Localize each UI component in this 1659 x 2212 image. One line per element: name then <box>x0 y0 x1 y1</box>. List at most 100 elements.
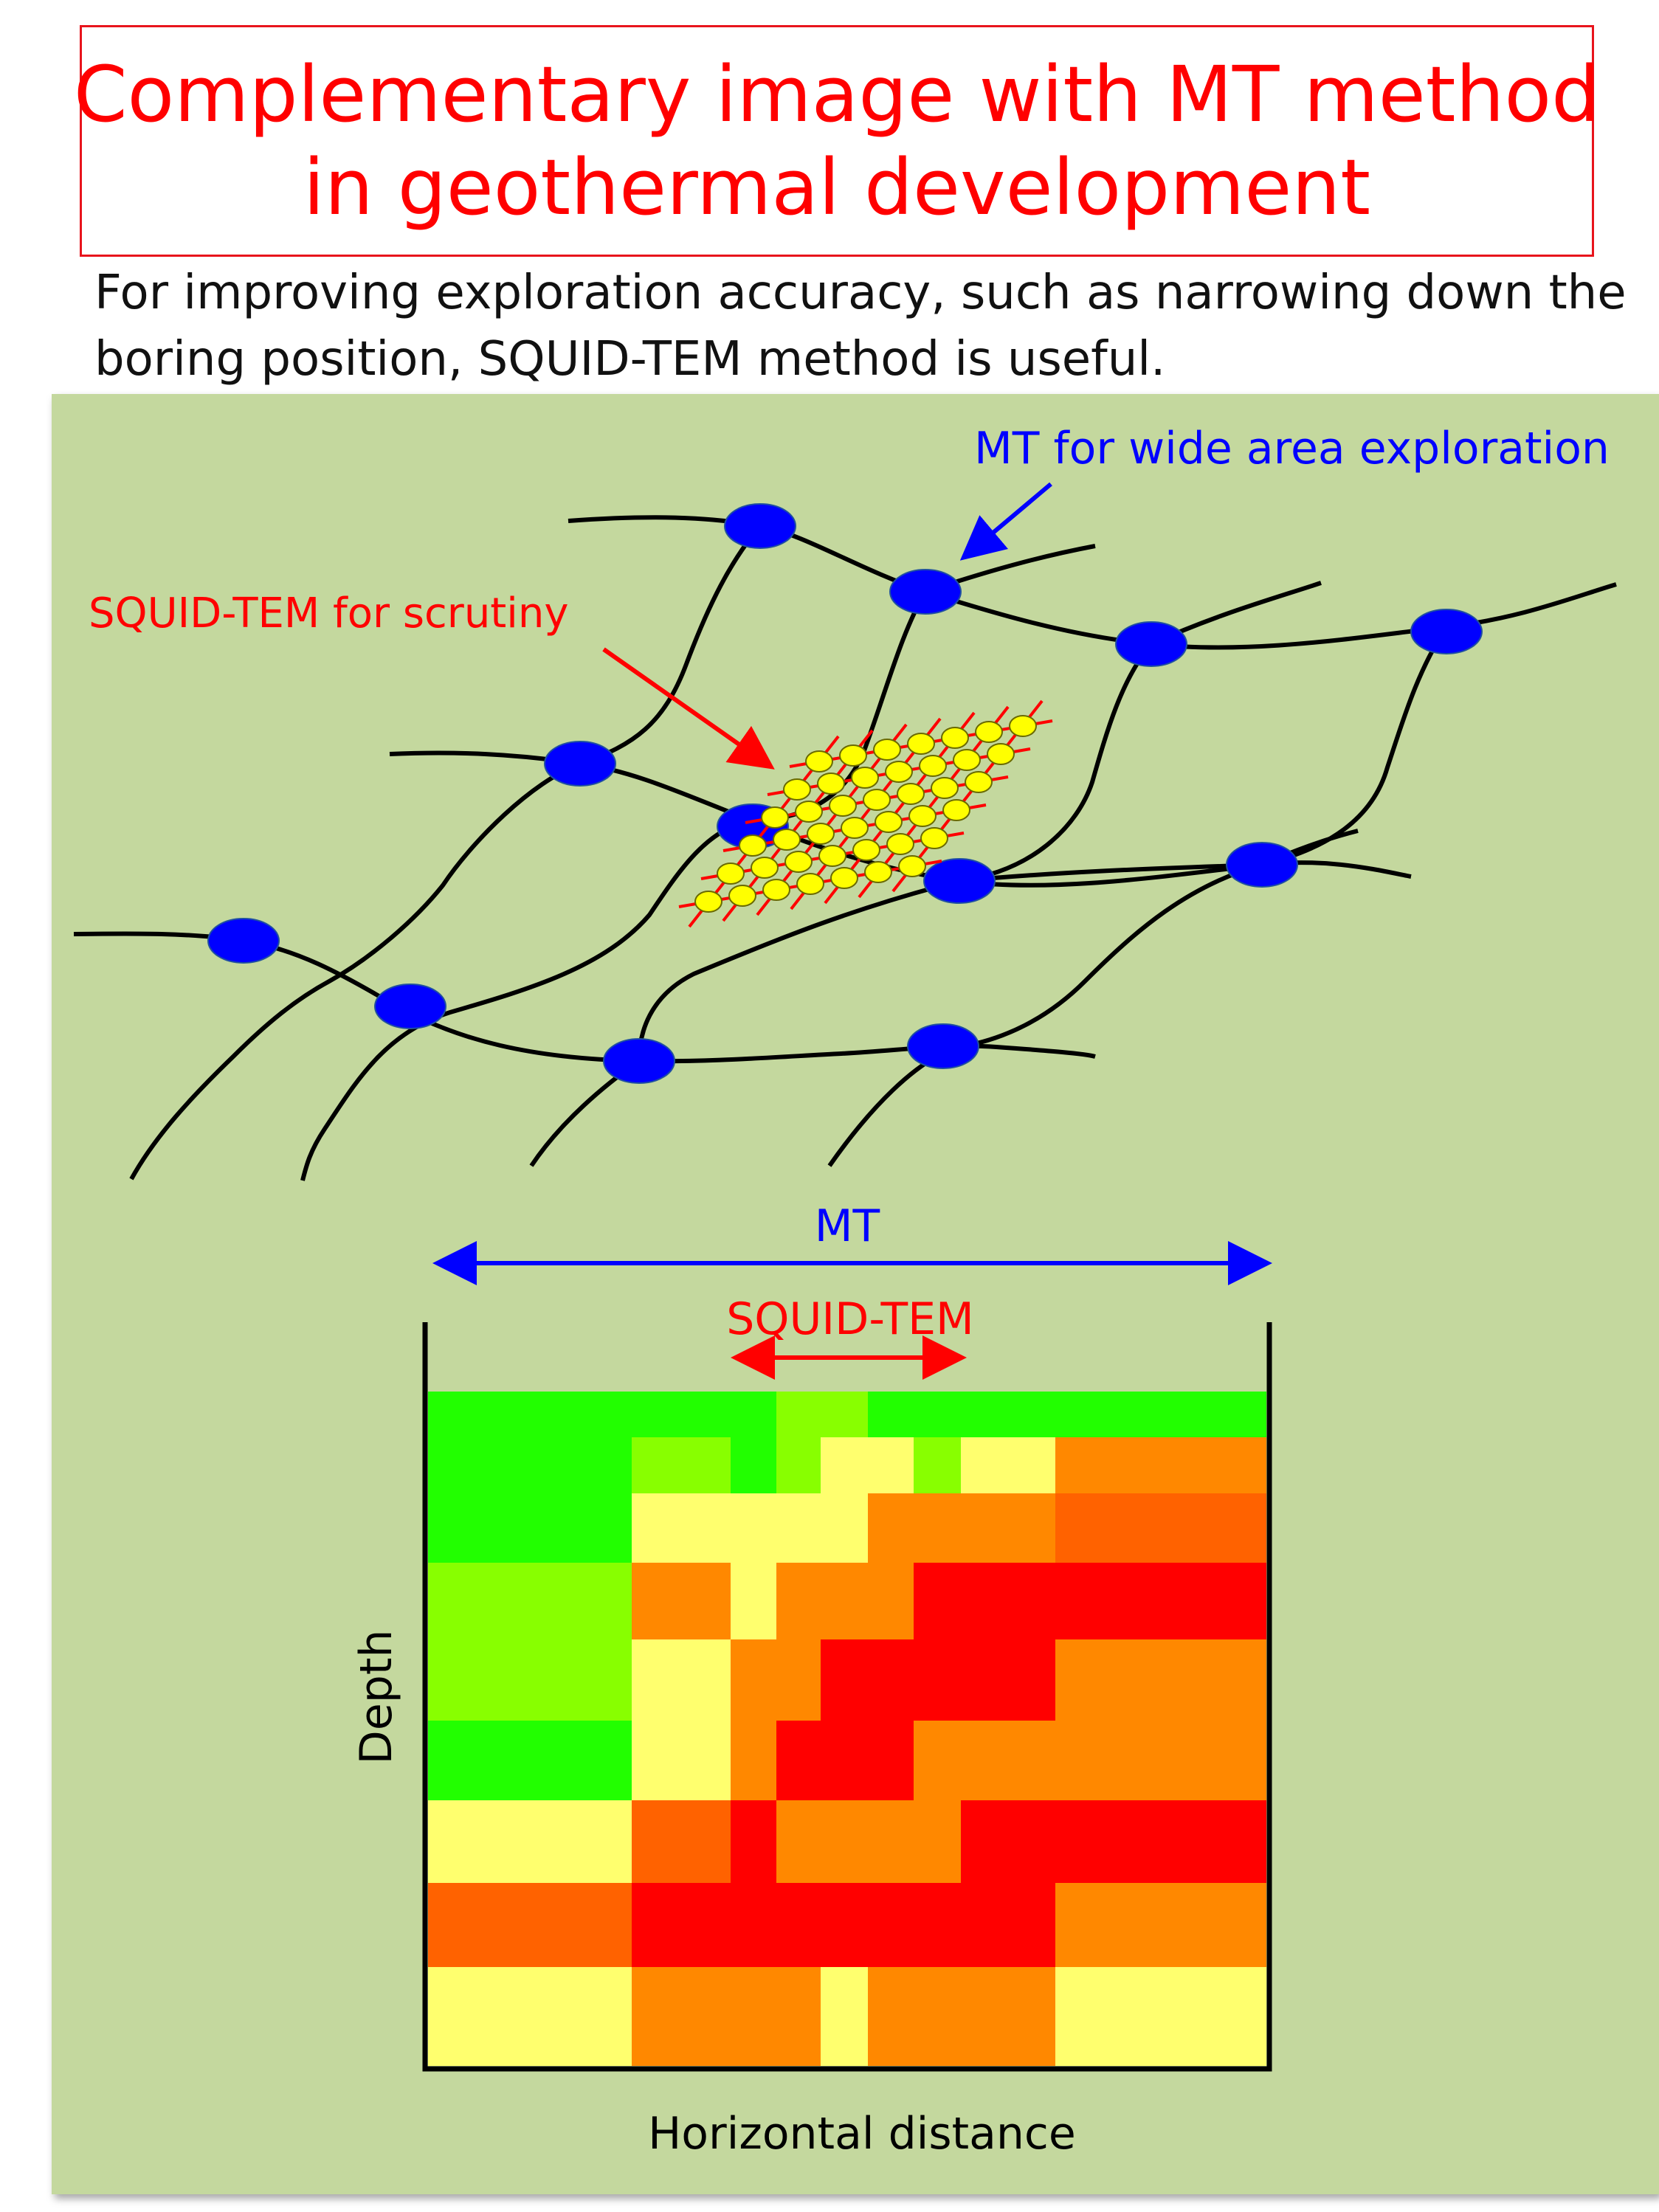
resistivity-cell <box>428 1883 632 1967</box>
squid-station <box>919 755 947 777</box>
subtitle-line-1: For improving exploration accuracy, such… <box>94 266 1627 320</box>
mt-station-5 <box>544 741 616 787</box>
resistivity-cell <box>868 1437 914 1493</box>
resistivity-cell <box>914 1639 961 1721</box>
resistivity-cell <box>428 1392 632 1437</box>
squid-station <box>931 777 959 799</box>
resistivity-cell <box>428 1721 632 1800</box>
resistivity-cell <box>428 1639 632 1721</box>
squid-station <box>873 739 901 761</box>
resistivity-cell <box>632 1392 731 1437</box>
squid-station <box>852 839 880 861</box>
resistivity-cell <box>961 1437 1055 1493</box>
subtitle: For improving exploration accuracy, such… <box>94 260 1629 393</box>
resistivity-cell <box>731 1800 776 1883</box>
resistivity-cell <box>821 1563 868 1639</box>
squid-station <box>796 873 824 895</box>
resistivity-cell <box>961 1967 1055 2066</box>
resistivity-cell <box>731 1639 776 1721</box>
resistivity-cell <box>961 1563 1055 1639</box>
resistivity-cell <box>961 1800 1055 1883</box>
resistivity-cell <box>914 1563 961 1639</box>
resistivity-cell <box>776 1883 821 1967</box>
mt-line-col-2 <box>300 590 928 1181</box>
resistivity-cell <box>1055 1967 1266 2066</box>
mt-station-9 <box>207 918 280 964</box>
squid-station <box>717 863 745 885</box>
resistivity-cell <box>961 1883 1055 1967</box>
resistivity-cell <box>776 1437 821 1493</box>
arrow-mt-wide <box>959 482 1052 561</box>
label-squid-range: SQUID-TEM <box>726 1293 974 1345</box>
squid-station <box>975 721 1003 743</box>
squid-station <box>830 867 858 889</box>
label-squid-scrutiny: SQUID-TEM for scrutiny <box>89 590 568 637</box>
resistivity-cell <box>868 1721 914 1800</box>
resistivity-cell <box>821 1639 868 1721</box>
squid-station <box>886 833 914 855</box>
resistivity-cell <box>731 1437 776 1493</box>
resistivity-cell <box>868 1563 914 1639</box>
resistivity-cell <box>776 1721 821 1800</box>
squid-station <box>885 761 913 783</box>
mt-line-col-4 <box>827 626 1449 1167</box>
resistivity-cell <box>632 1967 731 2066</box>
resistivity-cell <box>632 1563 731 1639</box>
mt-station-2 <box>889 569 962 615</box>
resistivity-cell <box>961 1392 1055 1437</box>
squid-station <box>783 778 811 801</box>
squid-station <box>1009 715 1037 737</box>
squid-station <box>761 806 789 829</box>
mt-station-4 <box>1410 609 1483 654</box>
resistivity-cell <box>428 1437 632 1493</box>
label-depth-axis: Depth <box>351 1630 402 1765</box>
mt-stations <box>207 503 1483 1084</box>
resistivity-cell <box>914 1883 961 1967</box>
resistivity-cell <box>1055 1639 1266 1721</box>
resistivity-cell <box>731 1967 776 2066</box>
resistivity-cell <box>632 1883 731 1967</box>
resistivity-cell <box>868 1493 914 1563</box>
resistivity-cell <box>1055 1800 1266 1883</box>
label-horizontal-axis: Horizontal distance <box>648 2108 1076 2160</box>
squid-station <box>941 727 969 749</box>
resistivity-cell <box>868 1967 914 2066</box>
squid-station <box>863 789 891 811</box>
resistivity-cell <box>1055 1563 1266 1639</box>
resistivity-cell <box>632 1493 731 1563</box>
resistivity-cell <box>914 1967 961 2066</box>
resistivity-cell <box>821 1721 868 1800</box>
squid-station <box>739 834 767 857</box>
squid-station <box>953 749 981 771</box>
resistivity-cell <box>821 1883 868 1967</box>
title-line-2: in geothermal development <box>303 142 1371 232</box>
resistivity-cell <box>868 1392 914 1437</box>
squid-station <box>817 773 845 795</box>
squid-station <box>829 795 857 817</box>
label-mt-range: MT <box>815 1200 880 1252</box>
resistivity-cell <box>821 1493 868 1563</box>
squid-station <box>987 743 1015 765</box>
resistivity-cell <box>821 1437 868 1493</box>
resistivity-cell <box>731 1883 776 1967</box>
resistivity-cell <box>1055 1437 1266 1493</box>
resistivity-cell <box>776 1563 821 1639</box>
resistivity-cell <box>914 1437 961 1493</box>
resistivity-cell <box>868 1883 914 1967</box>
squid-station <box>839 744 867 767</box>
resistivity-cell <box>821 1392 868 1437</box>
resistivity-section <box>428 1392 1266 2066</box>
resistivity-cell <box>731 1493 776 1563</box>
resistivity-cell <box>914 1721 961 1800</box>
resistivity-cell <box>1055 1493 1266 1563</box>
squid-station <box>773 829 801 851</box>
squid-station <box>805 750 833 773</box>
squid-station <box>762 879 790 901</box>
resistivity-cell <box>776 1967 821 2066</box>
squid-station <box>728 885 756 907</box>
resistivity-cell <box>428 1493 632 1563</box>
mt-station-8 <box>1226 842 1298 888</box>
squid-station <box>851 767 879 789</box>
resistivity-cell <box>428 1967 632 2066</box>
